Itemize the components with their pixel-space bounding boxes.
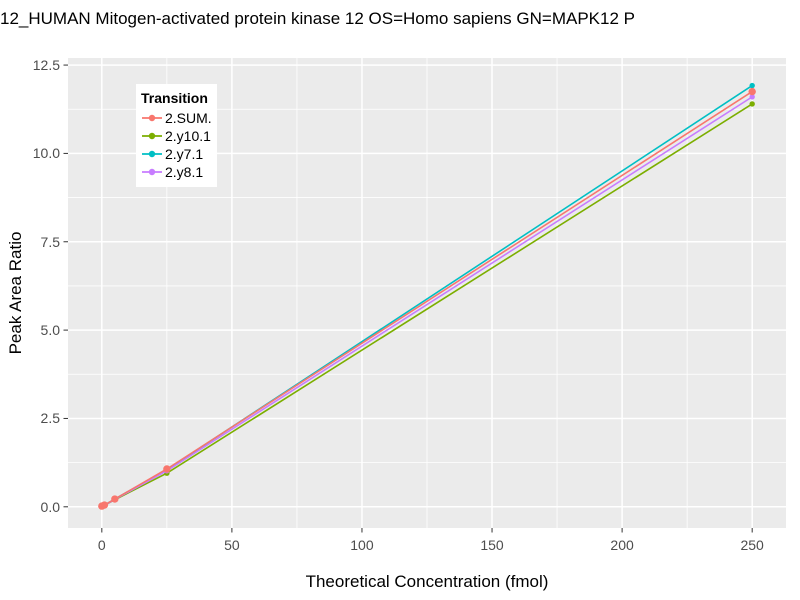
legend-entry-2.y7.1: 2.y7.1 (141, 145, 217, 163)
x-tick-label: 50 (224, 537, 240, 553)
x-tick-label: 150 (480, 537, 504, 553)
legend-entries: 2.SUM. 2.y10.1 2.y7.1 2.y8.1 (141, 109, 217, 181)
data-point-2.y10.1 (749, 101, 755, 107)
legend-entry-2.y8.1: 2.y8.1 (141, 163, 217, 181)
x-tick-label: 200 (610, 537, 634, 553)
legend-entry-label: 2.SUM. (165, 110, 212, 126)
x-tick-label: 100 (350, 537, 374, 553)
data-point-2.SUM. (100, 501, 109, 509)
legend-entry-label: 2.y8.1 (165, 164, 204, 180)
x-tick-label: 250 (740, 537, 764, 553)
legend-title: Transition (141, 90, 208, 106)
legend-key-line-icon (142, 168, 162, 176)
legend-entry-2.y10.1: 2.y10.1 (141, 127, 217, 145)
legend-entry-label: 2.y7.1 (165, 146, 204, 162)
y-tick-label: 12.5 (32, 57, 60, 74)
data-point-2.SUM. (111, 495, 119, 503)
legend-key-line-icon (142, 132, 162, 140)
x-tick-label: 0 (97, 537, 106, 553)
legend-entry-2.SUM.: 2.SUM. (141, 109, 217, 127)
chart-title: 12_HUMAN Mitogen-activated protein kinas… (0, 9, 635, 28)
data-point-2.SUM. (748, 87, 756, 96)
legend-key-line-icon (142, 150, 162, 158)
data-point-2.y7.1 (749, 82, 755, 89)
data-point-2.y8.1 (749, 94, 755, 100)
y-tick-label: 0.0 (40, 498, 60, 515)
legend: Transition 2.SUM. 2.y10.1 2.y7.1 2.y8.1 (136, 84, 217, 187)
y-tick-label: 7.5 (40, 233, 60, 250)
y-tick-label: 5.0 (40, 322, 60, 339)
y-tick-label: 2.5 (40, 410, 60, 427)
x-axis-title: Theoretical Concentration (fmol) (305, 572, 549, 591)
legend-entry-label: 2.y10.1 (165, 128, 211, 144)
legend-key-line-icon (142, 114, 162, 122)
y-tick-label: 10.0 (32, 145, 60, 162)
data-point-2.SUM. (163, 465, 171, 473)
